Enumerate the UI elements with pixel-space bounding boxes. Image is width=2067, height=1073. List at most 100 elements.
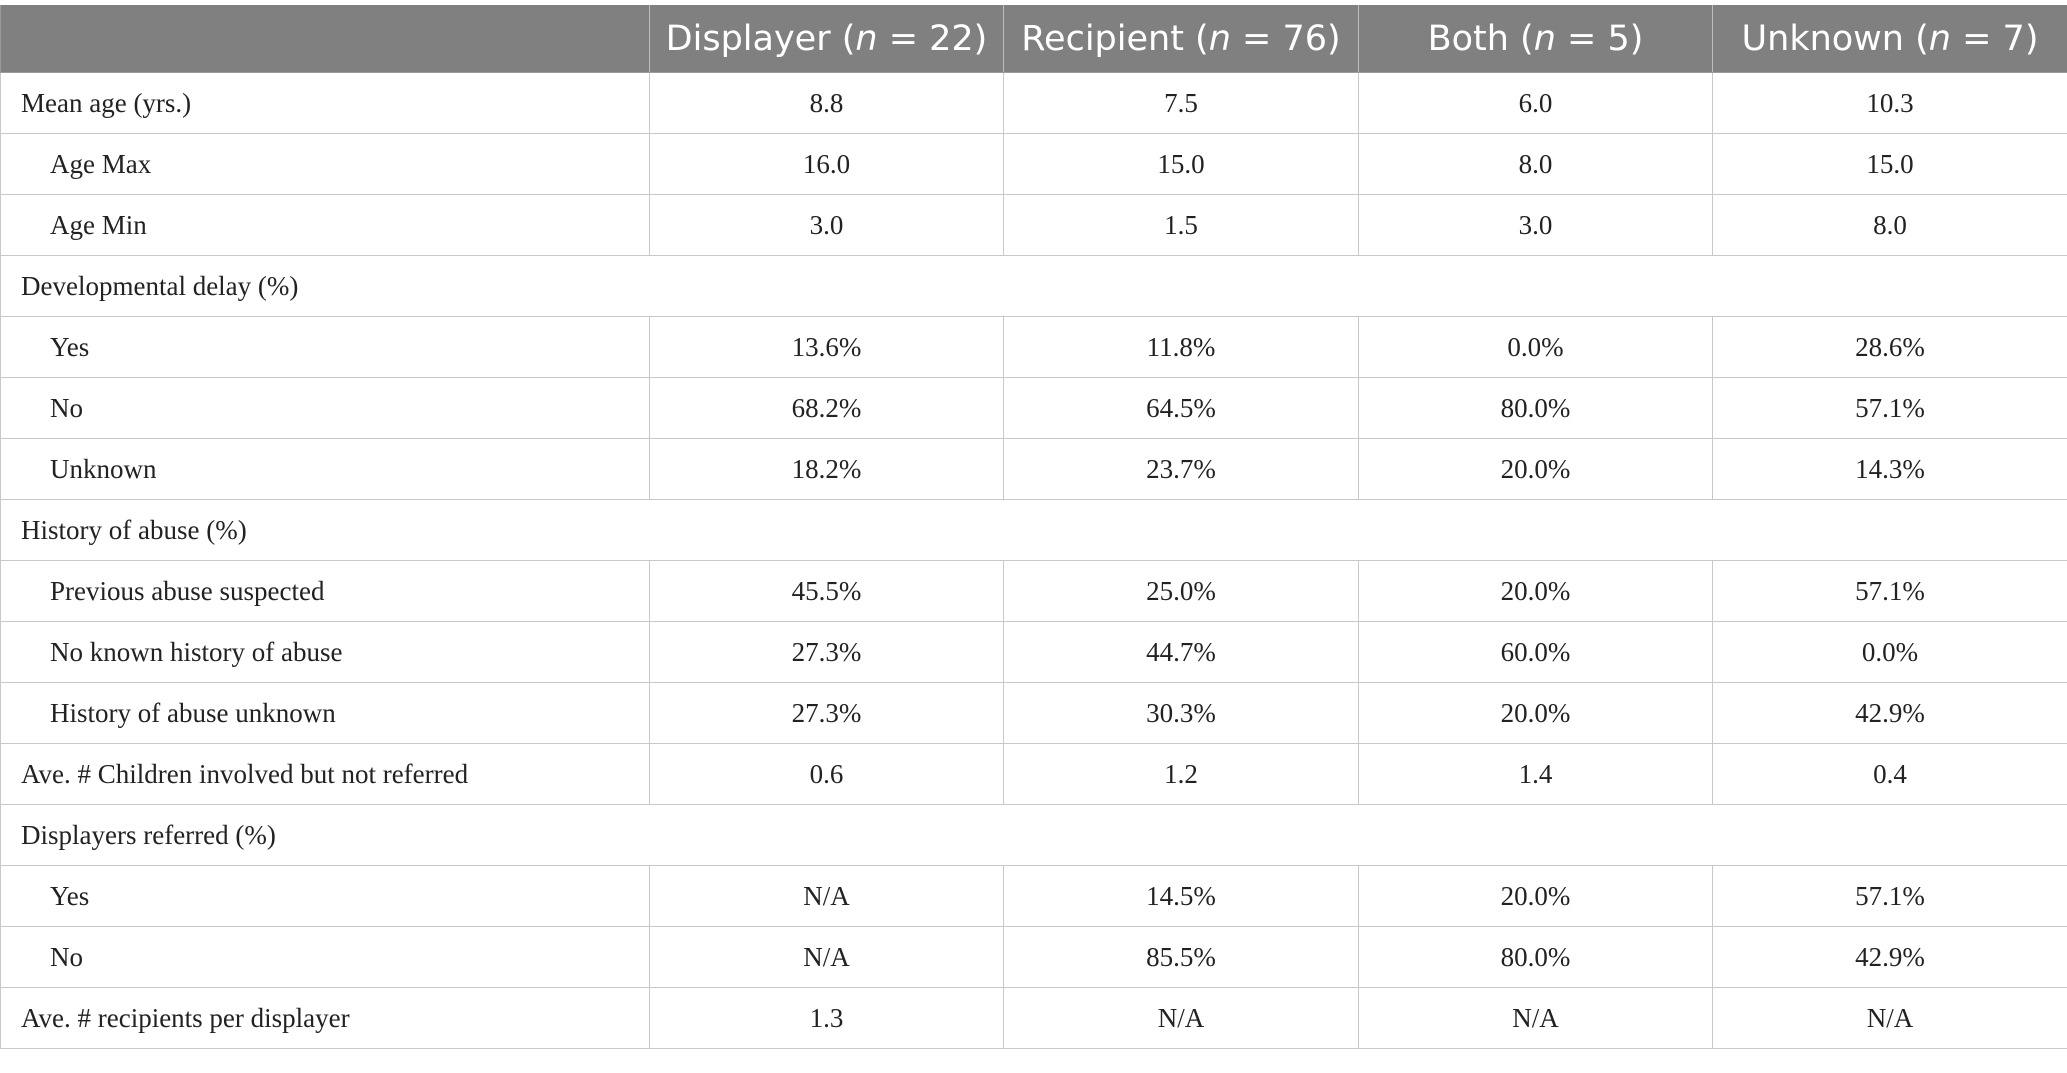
header-cell-recipient: Recipient (n = 76) bbox=[1003, 5, 1359, 73]
table-cell: 57.1% bbox=[1712, 377, 2067, 439]
table-row: Age Max 16.0 15.0 8.0 15.0 bbox=[0, 133, 2067, 195]
table-cell: 45.5% bbox=[649, 560, 1004, 622]
section-row: Displayers referred (%) bbox=[0, 804, 2067, 866]
table-cell: 27.3% bbox=[649, 621, 1004, 683]
row-label: Ave. # Children involved but not referre… bbox=[0, 743, 650, 805]
header-n-value: = 76) bbox=[1230, 18, 1341, 59]
table-cell: N/A bbox=[1003, 987, 1359, 1049]
table-cell: 0.0% bbox=[1712, 621, 2067, 683]
table-row: Yes N/A 14.5% 20.0% 57.1% bbox=[0, 865, 2067, 927]
table-cell: 80.0% bbox=[1358, 377, 1713, 439]
table-cell: 20.0% bbox=[1358, 865, 1713, 927]
table-cell: 0.0% bbox=[1358, 316, 1713, 378]
header-cell-unknown: Unknown (n = 7) bbox=[1712, 5, 2067, 73]
empty-cell bbox=[1712, 499, 2067, 561]
row-label: Yes bbox=[0, 316, 650, 378]
header-row: Displayer (n = 22) Recipient (n = 76) Bo… bbox=[0, 5, 2067, 73]
table-cell: 13.6% bbox=[649, 316, 1004, 378]
table-cell: 57.1% bbox=[1712, 865, 2067, 927]
table-cell: 80.0% bbox=[1358, 926, 1713, 988]
empty-cell bbox=[1358, 804, 1713, 866]
section-row: Developmental delay (%) bbox=[0, 255, 2067, 317]
header-n: n bbox=[1208, 18, 1231, 59]
table-cell: 1.4 bbox=[1358, 743, 1713, 805]
empty-cell bbox=[1712, 255, 2067, 317]
table-cell: 16.0 bbox=[649, 133, 1004, 195]
table-cell: 3.0 bbox=[1358, 194, 1713, 256]
table-row: Yes 13.6% 11.8% 0.0% 28.6% bbox=[0, 316, 2067, 378]
table-cell: 42.9% bbox=[1712, 926, 2067, 988]
table-row: Ave. # recipients per displayer 1.3 N/A … bbox=[0, 987, 2067, 1049]
table-cell: 18.2% bbox=[649, 438, 1004, 500]
table-cell: 42.9% bbox=[1712, 682, 2067, 744]
table-row: Age Min 3.0 1.5 3.0 8.0 bbox=[0, 194, 2067, 256]
table-cell: 11.8% bbox=[1003, 316, 1359, 378]
header-text: Displayer ( bbox=[665, 18, 856, 59]
table-cell: 1.2 bbox=[1003, 743, 1359, 805]
table-cell: 27.3% bbox=[649, 682, 1004, 744]
section-label: History of abuse (%) bbox=[0, 499, 650, 561]
table-cell: 85.5% bbox=[1003, 926, 1359, 988]
table-cell: 20.0% bbox=[1358, 682, 1713, 744]
table-cell: 1.3 bbox=[649, 987, 1004, 1049]
table-cell: 30.3% bbox=[1003, 682, 1359, 744]
header-cell-displayer: Displayer (n = 22) bbox=[649, 5, 1004, 73]
row-label: No known history of abuse bbox=[0, 621, 650, 683]
table-cell: 20.0% bbox=[1358, 438, 1713, 500]
header-cell-label bbox=[0, 5, 650, 73]
row-label: Mean age (yrs.) bbox=[0, 72, 650, 134]
table-row: No N/A 85.5% 80.0% 42.9% bbox=[0, 926, 2067, 988]
table-cell: 0.4 bbox=[1712, 743, 2067, 805]
table-cell: 7.5 bbox=[1003, 72, 1359, 134]
table-cell: 68.2% bbox=[649, 377, 1004, 439]
header-cell-both: Both (n = 5) bbox=[1358, 5, 1713, 73]
table-cell: 25.0% bbox=[1003, 560, 1359, 622]
table-row: Unknown 18.2% 23.7% 20.0% 14.3% bbox=[0, 438, 2067, 500]
table-cell: 14.5% bbox=[1003, 865, 1359, 927]
table-cell: 8.0 bbox=[1712, 194, 2067, 256]
table-cell: N/A bbox=[649, 865, 1004, 927]
header-n: n bbox=[1928, 18, 1951, 59]
table-cell: 0.6 bbox=[649, 743, 1004, 805]
table-cell: 1.5 bbox=[1003, 194, 1359, 256]
header-text: Unknown ( bbox=[1741, 18, 1929, 59]
header-n-value: = 5) bbox=[1555, 18, 1644, 59]
table-cell: N/A bbox=[649, 926, 1004, 988]
table-cell: 6.0 bbox=[1358, 72, 1713, 134]
row-label: No bbox=[0, 377, 650, 439]
table-cell: 60.0% bbox=[1358, 621, 1713, 683]
table-cell: 3.0 bbox=[649, 194, 1004, 256]
header-n: n bbox=[1533, 18, 1556, 59]
section-row: History of abuse (%) bbox=[0, 499, 2067, 561]
empty-cell bbox=[649, 804, 1004, 866]
row-label: Unknown bbox=[0, 438, 650, 500]
empty-cell bbox=[1003, 499, 1359, 561]
header-text: Both ( bbox=[1427, 18, 1534, 59]
empty-cell bbox=[1003, 255, 1359, 317]
table-row: Mean age (yrs.) 8.8 7.5 6.0 10.3 bbox=[0, 72, 2067, 134]
row-label: Yes bbox=[0, 865, 650, 927]
empty-cell bbox=[649, 255, 1004, 317]
empty-cell bbox=[1712, 804, 2067, 866]
row-label: Previous abuse suspected bbox=[0, 560, 650, 622]
empty-cell bbox=[649, 499, 1004, 561]
table-cell: N/A bbox=[1712, 987, 2067, 1049]
empty-cell bbox=[1003, 804, 1359, 866]
row-label: No bbox=[0, 926, 650, 988]
table-header: Displayer (n = 22) Recipient (n = 76) Bo… bbox=[0, 5, 2067, 73]
table-body: Mean age (yrs.) 8.8 7.5 6.0 10.3 Age Max… bbox=[0, 72, 2067, 1049]
header-n-value: = 22) bbox=[877, 18, 988, 59]
table-cell: 57.1% bbox=[1712, 560, 2067, 622]
table-cell: 15.0 bbox=[1003, 133, 1359, 195]
section-label: Displayers referred (%) bbox=[0, 804, 650, 866]
section-label: Developmental delay (%) bbox=[0, 255, 650, 317]
data-table: Displayer (n = 22) Recipient (n = 76) Bo… bbox=[0, 5, 2067, 1049]
table-cell: 23.7% bbox=[1003, 438, 1359, 500]
table-cell: 14.3% bbox=[1712, 438, 2067, 500]
table-row: No 68.2% 64.5% 80.0% 57.1% bbox=[0, 377, 2067, 439]
empty-cell bbox=[1358, 255, 1713, 317]
table-cell: 20.0% bbox=[1358, 560, 1713, 622]
header-n-value: = 7) bbox=[1950, 18, 2039, 59]
table-row: No known history of abuse 27.3% 44.7% 60… bbox=[0, 621, 2067, 683]
table-cell: 28.6% bbox=[1712, 316, 2067, 378]
